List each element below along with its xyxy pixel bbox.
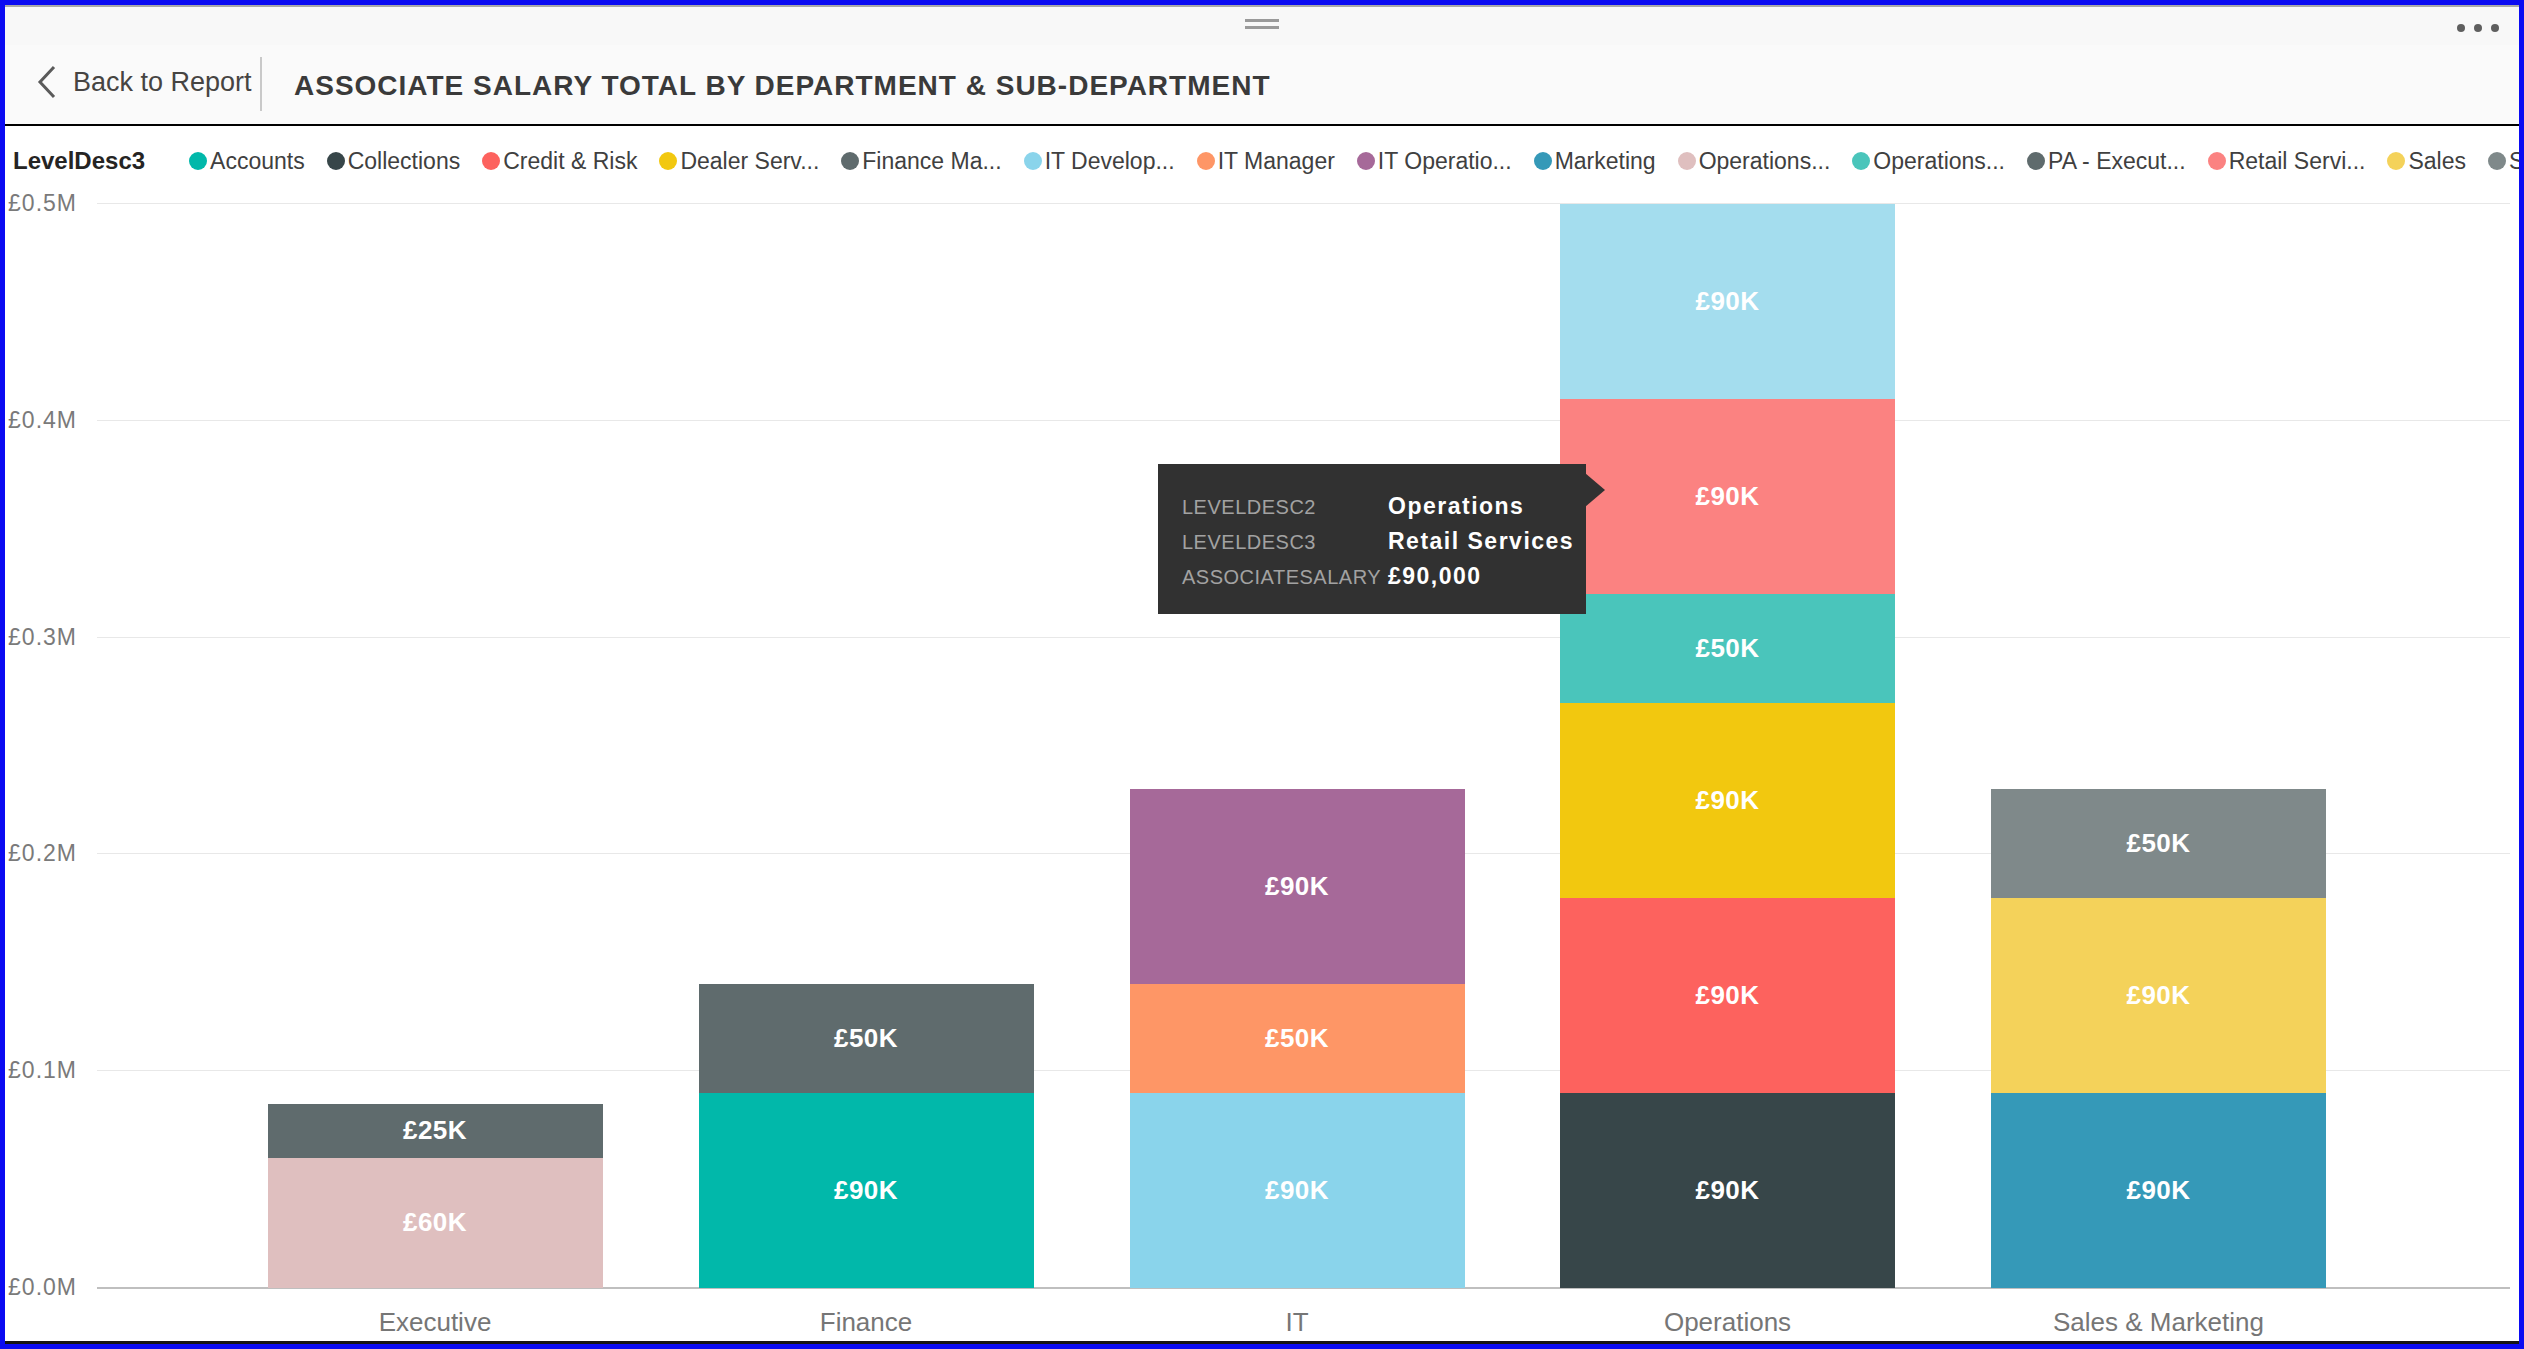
data-label: £90K [1695, 980, 1759, 1011]
tooltip-row: LEVELDESC3Retail Services [1182, 524, 1566, 559]
data-label: £90K [1695, 286, 1759, 317]
bar-segment[interactable]: £90K [1560, 703, 1895, 898]
bar-segment[interactable]: £90K [1560, 1093, 1895, 1288]
focus-mode-window: Back to Report ASSOCIATE SALARY TOTAL BY… [0, 0, 2524, 1349]
bar-segment[interactable]: £90K [699, 1093, 1034, 1288]
tooltip: LEVELDESC2OperationsLEVELDESC3Retail Ser… [1158, 464, 1586, 614]
gridline [97, 203, 2510, 204]
bar-segment[interactable]: £50K [699, 984, 1034, 1092]
y-axis-tick-label: £0.3M [5, 624, 77, 651]
bar-segment[interactable]: £90K [1130, 789, 1465, 984]
bar-segment[interactable]: £90K [1130, 1093, 1465, 1288]
data-label: £90K [2126, 1175, 2190, 1206]
data-label: £90K [1695, 481, 1759, 512]
bar-segment[interactable]: £50K [1130, 984, 1465, 1092]
data-label: £50K [2126, 828, 2190, 859]
data-label: £90K [1695, 785, 1759, 816]
y-axis-tick-label: £0.2M [5, 840, 77, 867]
tooltip-rows: LEVELDESC2OperationsLEVELDESC3Retail Ser… [1182, 489, 1566, 594]
y-axis-tick-label: £0.1M [5, 1057, 77, 1084]
y-axis-tick-label: £0.5M [5, 190, 77, 217]
x-axis-category-label: Operations [1513, 1307, 1943, 1338]
bar-segment[interactable]: £90K [1560, 898, 1895, 1093]
tooltip-field-value: £90,000 [1388, 559, 1566, 593]
x-axis-category-label: Executive [220, 1307, 650, 1338]
x-axis-category-label: Finance [651, 1307, 1081, 1338]
bar-segment[interactable]: £90K [1991, 898, 2326, 1093]
data-label: £90K [1695, 1175, 1759, 1206]
data-label: £50K [1695, 633, 1759, 664]
x-axis-category-label: IT [1082, 1307, 1512, 1338]
tooltip-arrow [1585, 473, 1605, 507]
bar-segment[interactable]: £90K [1991, 1093, 2326, 1288]
bar-segment[interactable]: £25K [268, 1104, 603, 1158]
y-axis-tick-label: £0.4M [5, 407, 77, 434]
gridline [97, 637, 2510, 638]
data-label: £60K [403, 1207, 467, 1238]
window-bottom-edge [5, 1341, 2519, 1344]
data-label: £50K [1265, 1023, 1329, 1054]
y-axis-tick-label: £0.0M [5, 1274, 77, 1301]
bar-segment[interactable]: £50K [1560, 594, 1895, 702]
x-axis-category-label: Sales & Marketing [1944, 1307, 2374, 1338]
data-label: £90K [2126, 980, 2190, 1011]
bar-segment[interactable]: £60K [268, 1158, 603, 1288]
gridline [97, 420, 2510, 421]
bar-segment[interactable]: £90K [1560, 204, 1895, 399]
stacked-column-chart: £0.0M £0.1M £0.2M £0.3M £0.4M £0.5M £60K £25K Ex… [5, 5, 2519, 1344]
data-label: £90K [1265, 871, 1329, 902]
tooltip-field-name: LEVELDESC3 [1182, 525, 1388, 559]
bar-segment[interactable]: £50K [1991, 789, 2326, 897]
tooltip-field-value: Operations [1388, 489, 1566, 523]
bar-segment[interactable]: £90K [1560, 399, 1895, 594]
data-label: £50K [834, 1023, 898, 1054]
tooltip-field-name: LEVELDESC2 [1182, 490, 1388, 524]
tooltip-field-name: ASSOCIATESALARY [1182, 560, 1388, 594]
tooltip-field-value: Retail Services [1388, 524, 1574, 558]
data-label: £90K [834, 1175, 898, 1206]
data-label: £90K [1265, 1175, 1329, 1206]
tooltip-row: ASSOCIATESALARY£90,000 [1182, 559, 1566, 594]
tooltip-row: LEVELDESC2Operations [1182, 489, 1566, 524]
data-label: £25K [403, 1115, 467, 1146]
